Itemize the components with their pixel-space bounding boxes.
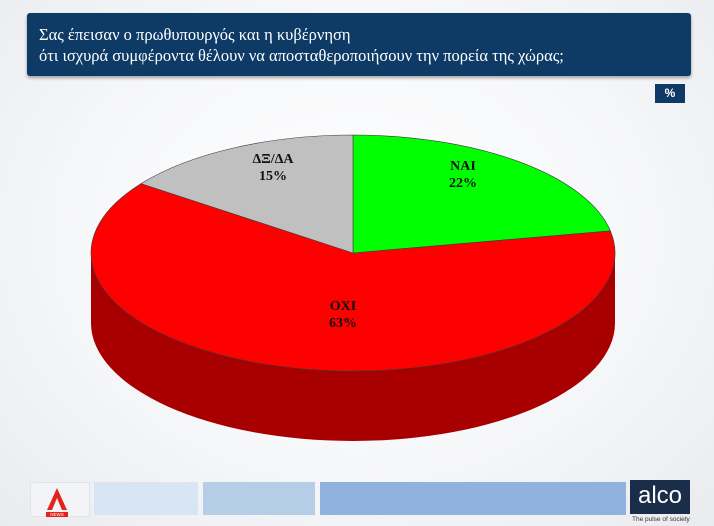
title-bar: Σας έπεισαν ο πρωθυπουργός και η κυβέρνη… [27, 13, 691, 76]
footer-segment-3 [203, 482, 315, 515]
slice-label-δξ-δα: ΔΞ/ΔΑ [252, 152, 294, 167]
alco-tagline: The pulse of society [632, 516, 690, 523]
pie-slice-δξ-δα [140, 134, 354, 254]
svg-text:NEWS: NEWS [50, 512, 64, 517]
percent-badge: % [655, 84, 685, 103]
chart-title-line-1: Σας έπεισαν ο πρωθυπουργός και η κυβέρνη… [39, 25, 351, 44]
slice-label-ναι: ΝΑΙ [450, 159, 476, 174]
pie-side-οχι [91, 253, 615, 441]
pie-sides [91, 253, 615, 441]
slice-value-οχι: 63% [329, 316, 357, 331]
footer-segment-2 [94, 482, 198, 515]
slice-value-δξ-δα: 15% [259, 169, 287, 184]
slice-value-ναι: 22% [449, 176, 477, 191]
pie-slices [90, 134, 616, 372]
pie-slice-οχι [90, 183, 616, 372]
slice-label-οχι: ΟΧΙ [330, 299, 356, 314]
pie-slice-ναι [352, 134, 611, 254]
alco-logo: alco [630, 480, 690, 514]
chart-title-line-2: ότι ισχυρά συμφέροντα θέλουν να αποσταθε… [39, 46, 564, 65]
footer-segment-4 [320, 482, 626, 515]
alpha-logo-icon: NEWS [46, 488, 68, 517]
pie-labels: ΝΑΙ 22% ΟΧΙ 63% ΔΞ/ΔΑ 15% [252, 152, 477, 331]
footer-bar: NEWS alco The pulse of society [0, 478, 714, 526]
